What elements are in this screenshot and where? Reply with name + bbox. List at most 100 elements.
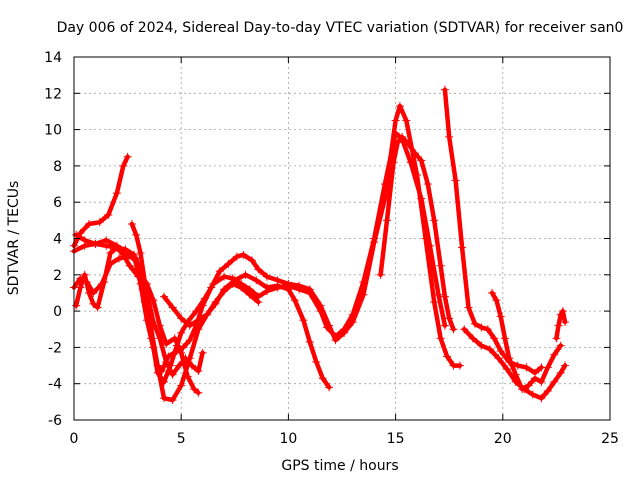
data-point xyxy=(445,132,454,141)
data-point xyxy=(177,328,186,337)
data-point xyxy=(119,161,128,170)
data-point xyxy=(543,363,552,372)
data-point xyxy=(305,337,314,346)
data-point xyxy=(496,312,505,321)
data-point xyxy=(262,283,271,292)
series-track-11 xyxy=(460,325,569,403)
data-point xyxy=(468,334,477,343)
data-point xyxy=(112,189,121,198)
data-point xyxy=(389,158,398,167)
data-point xyxy=(440,292,449,301)
data-point xyxy=(380,180,389,189)
data-point xyxy=(417,156,426,165)
y-axis-label: SDTVAR / TECUs xyxy=(6,181,22,296)
data-point xyxy=(295,285,304,294)
data-point xyxy=(85,288,94,297)
data-point xyxy=(552,334,561,343)
data-point xyxy=(359,278,368,287)
data-point xyxy=(477,323,486,332)
data-point xyxy=(85,219,94,228)
data-point xyxy=(290,296,299,305)
series-track-1 xyxy=(70,152,132,250)
data-point xyxy=(451,176,460,185)
data-point xyxy=(404,140,413,149)
x-tick-label: 5 xyxy=(177,431,186,447)
data-point xyxy=(104,210,113,219)
data-point xyxy=(488,288,497,297)
data-point xyxy=(464,303,473,312)
data-point xyxy=(177,381,186,390)
data-point xyxy=(76,283,85,292)
data-point xyxy=(115,254,124,263)
data-point xyxy=(168,396,177,405)
data-point xyxy=(455,361,464,370)
data-point xyxy=(194,366,203,375)
data-point xyxy=(254,298,263,307)
data-point xyxy=(500,334,509,343)
data-point xyxy=(190,385,199,394)
data-point xyxy=(393,138,402,147)
data-point xyxy=(123,152,132,161)
x-tick-label: 20 xyxy=(494,431,512,447)
data-point xyxy=(132,230,141,239)
data-point xyxy=(127,219,136,228)
data-point xyxy=(198,348,207,357)
data-point xyxy=(556,341,565,350)
series-line xyxy=(161,272,332,390)
data-point xyxy=(121,245,130,254)
data-point xyxy=(391,129,400,138)
data-point xyxy=(185,336,194,345)
data-point xyxy=(440,321,449,330)
data-point xyxy=(177,314,186,323)
data-point xyxy=(398,132,407,141)
data-point xyxy=(340,325,349,334)
y-tick-label: 8 xyxy=(53,159,62,175)
data-point xyxy=(395,102,404,111)
axes-ticks: 0 5 10 15 20 25 -6 -4 -2 0 2 4 6 8 10 12 14 xyxy=(44,50,619,447)
data-point xyxy=(220,285,229,294)
y-tick-label: 4 xyxy=(53,232,62,248)
data-point xyxy=(183,372,192,381)
data-point xyxy=(102,241,111,250)
data-point xyxy=(80,270,89,279)
x-axis-label: GPS time / hours xyxy=(281,458,398,474)
data-point xyxy=(524,381,533,390)
data-point xyxy=(348,310,357,319)
data-point xyxy=(168,370,177,379)
data-point xyxy=(215,267,224,276)
data-point xyxy=(202,310,211,319)
data-point xyxy=(305,288,314,297)
y-tick-label: -4 xyxy=(48,377,62,393)
data-point xyxy=(194,388,203,397)
data-point xyxy=(80,236,89,245)
data-point xyxy=(423,180,432,189)
series-line xyxy=(461,327,568,401)
data-point xyxy=(91,239,100,248)
series-track-7 xyxy=(160,270,334,392)
data-point xyxy=(89,299,98,308)
data-point xyxy=(153,361,162,370)
data-point xyxy=(211,299,220,308)
data-point xyxy=(520,385,529,394)
x-tick-label: 15 xyxy=(387,431,405,447)
data-point xyxy=(449,325,458,334)
y-tick-label: 10 xyxy=(44,123,62,139)
y-tick-label: 6 xyxy=(53,195,62,211)
data-point xyxy=(417,194,426,203)
data-point xyxy=(325,383,334,392)
data-point xyxy=(224,259,233,268)
data-point xyxy=(513,361,522,370)
series-track-8 xyxy=(376,132,458,334)
data-point xyxy=(496,347,505,356)
data-point xyxy=(530,374,539,383)
series-line xyxy=(129,221,205,377)
data-point xyxy=(168,303,177,312)
series-line xyxy=(71,103,463,374)
data-point xyxy=(537,377,546,386)
data-point xyxy=(434,290,443,299)
data-point xyxy=(230,276,239,285)
data-point xyxy=(181,354,190,363)
data-point xyxy=(492,296,501,305)
data-point xyxy=(460,325,469,334)
data-point xyxy=(93,303,102,312)
